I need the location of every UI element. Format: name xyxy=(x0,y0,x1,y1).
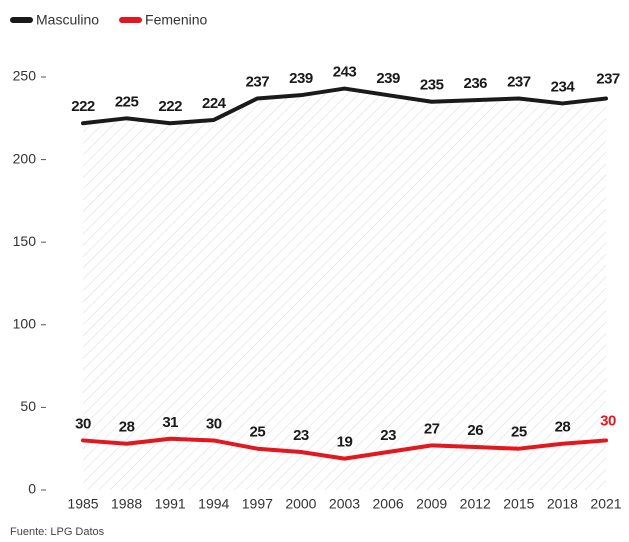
data-label: 28 xyxy=(555,419,571,436)
data-label: 243 xyxy=(333,64,357,81)
data-label: 237 xyxy=(246,73,270,90)
line xyxy=(81,436,608,461)
source: Fuente: LPG Datos xyxy=(10,526,105,538)
legend-label: Masculino xyxy=(36,12,99,28)
x-tick-label: 2009 xyxy=(416,496,447,512)
y-tick-label: 100 xyxy=(13,316,37,332)
x-tick-label: 2003 xyxy=(329,496,360,512)
x-tick-label: 1988 xyxy=(111,496,142,512)
data-label: 222 xyxy=(158,98,182,115)
legend-label: Femenino xyxy=(145,12,207,28)
data-label: 25 xyxy=(249,424,265,441)
data-label: 237 xyxy=(507,73,531,90)
x-tick-label: 2015 xyxy=(503,496,534,512)
data-label: 239 xyxy=(289,70,313,87)
y-tick-label: 0 xyxy=(28,481,36,497)
data-label: 23 xyxy=(380,427,396,444)
data-label: 19 xyxy=(337,434,353,451)
y-tick-label: 250 xyxy=(13,68,37,84)
data-label: 25 xyxy=(511,424,527,441)
x-tick-label: 1994 xyxy=(198,496,229,512)
data-label: 30 xyxy=(600,412,616,429)
data-label: 30 xyxy=(75,415,91,432)
x-tick-label: 2012 xyxy=(460,496,491,512)
x-tick-label: 1985 xyxy=(67,496,98,512)
data-label: 31 xyxy=(162,414,178,431)
x-tick-label: 2021 xyxy=(590,496,621,512)
x-tick-label: 2018 xyxy=(547,496,578,512)
data-label: 27 xyxy=(424,420,440,437)
data-label: 239 xyxy=(376,70,400,87)
data-label: 235 xyxy=(420,77,444,94)
data-label: 236 xyxy=(463,75,487,92)
x-tick-label: 2000 xyxy=(285,496,316,512)
data-label: 26 xyxy=(467,422,483,439)
data-label: 225 xyxy=(115,93,139,110)
data-label: 234 xyxy=(551,78,576,95)
y-tick-label: 200 xyxy=(13,150,37,166)
data-label: 23 xyxy=(293,427,309,444)
data-label: 237 xyxy=(596,70,620,87)
y-tick-label: 150 xyxy=(13,233,37,249)
x-tick-label: 1997 xyxy=(242,496,273,512)
y-tick-label: 50 xyxy=(20,398,36,414)
data-label: 224 xyxy=(202,95,227,112)
line xyxy=(81,86,608,126)
data-label: 30 xyxy=(206,415,222,432)
hatch-area xyxy=(83,88,606,491)
data-label: 222 xyxy=(71,98,95,115)
x-tick-label: 1991 xyxy=(155,496,186,512)
x-tick-label: 2006 xyxy=(373,496,404,512)
data-label: 28 xyxy=(119,419,135,436)
